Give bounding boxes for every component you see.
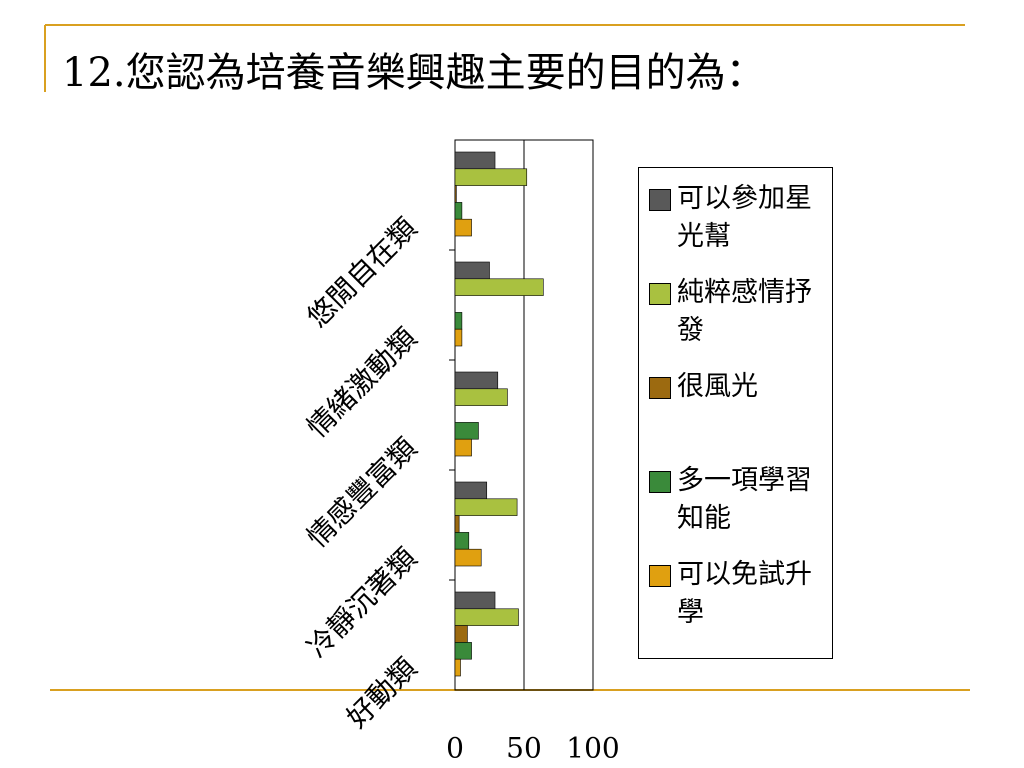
bar <box>454 608 519 626</box>
legend-swatch <box>649 377 671 399</box>
legend-entry: 很風光 <box>649 368 826 406</box>
bar <box>454 278 544 296</box>
bar <box>454 185 457 203</box>
bar <box>454 371 499 390</box>
x-tick-label: 0 <box>446 732 464 765</box>
y-tick-label: 冷靜沉著類 <box>301 542 423 664</box>
legend-swatch <box>649 471 671 493</box>
x-tick-label: 50 <box>506 732 542 765</box>
bar <box>454 312 463 330</box>
legend-swatch <box>649 189 671 211</box>
y-tick-label: 好動類 <box>340 652 423 735</box>
bar <box>454 151 496 170</box>
legend-label: 很風光 <box>677 371 758 402</box>
y-tick-label: 情緒激動類 <box>301 322 423 444</box>
legend-entry: 純粹感情抒發 <box>649 274 826 350</box>
bar <box>454 658 461 677</box>
bar <box>454 168 528 186</box>
bar <box>454 261 490 280</box>
legend-label: 可以免試升學 <box>677 559 812 628</box>
legend-entry: 可以免試升學 <box>649 556 826 632</box>
bar <box>454 422 479 440</box>
bar <box>454 202 463 220</box>
legend: 可以參加星光幫 純粹感情抒發很風光多一項學習知能 可以免試升學 <box>638 167 833 659</box>
bar <box>454 532 470 550</box>
legend-swatch <box>649 283 671 305</box>
bar <box>454 218 472 237</box>
legend-label: 可以參加星光幫 <box>677 183 812 252</box>
legend-entry: 可以參加星光幫 <box>649 180 826 256</box>
legend-label: 純粹感情抒發 <box>677 277 812 346</box>
bar <box>454 328 463 347</box>
bar <box>454 388 508 406</box>
legend-label: 多一項學習知能 <box>677 465 812 534</box>
bar <box>454 591 496 610</box>
bar <box>454 498 518 516</box>
bar <box>454 438 472 457</box>
legend-swatch <box>649 565 671 587</box>
bar <box>454 481 488 500</box>
chart-title: 12.您認為培養音樂興趣主要的目的為： <box>62 50 766 96</box>
bar <box>454 625 468 643</box>
x-tick-label: 100 <box>566 732 619 765</box>
y-tick-label: 情感豐富類 <box>301 432 423 554</box>
bar <box>454 515 460 533</box>
y-tick-label: 悠閒自在類 <box>301 212 423 334</box>
bar <box>454 642 472 660</box>
legend-entry: 多一項學習知能 <box>649 462 826 538</box>
bar <box>454 548 482 567</box>
